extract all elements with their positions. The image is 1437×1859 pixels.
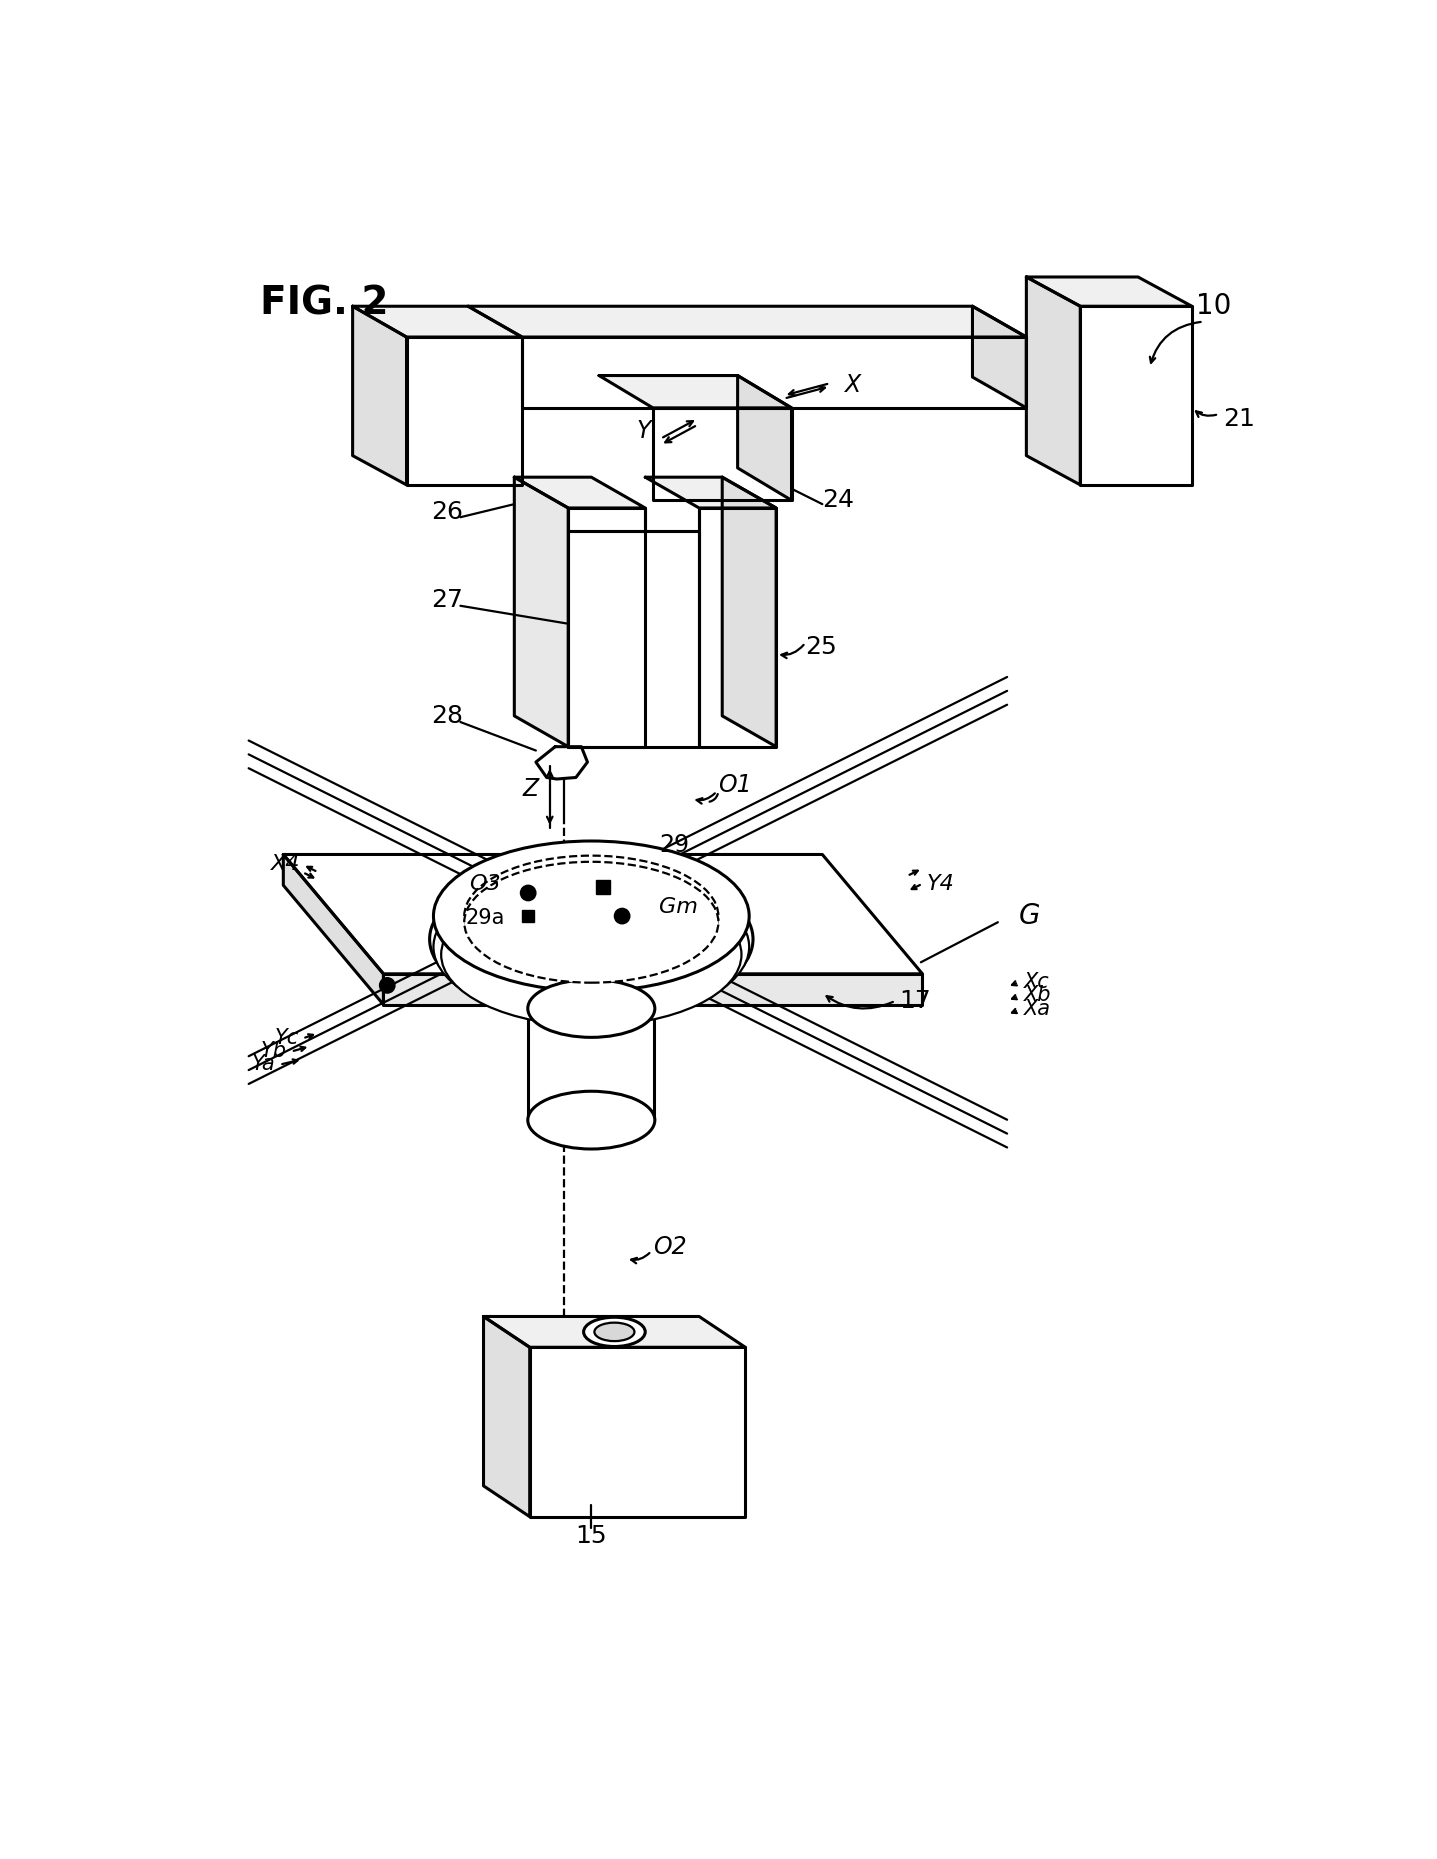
- Text: Xa: Xa: [1025, 1000, 1050, 1019]
- Ellipse shape: [430, 863, 753, 1017]
- Ellipse shape: [527, 1091, 655, 1149]
- Polygon shape: [352, 307, 407, 485]
- Polygon shape: [568, 508, 645, 747]
- Text: Xc: Xc: [1025, 972, 1050, 991]
- Polygon shape: [522, 909, 535, 922]
- Polygon shape: [1026, 277, 1191, 307]
- Text: Yc: Yc: [274, 1028, 299, 1048]
- Text: 10: 10: [1196, 292, 1232, 320]
- Polygon shape: [568, 532, 700, 747]
- Ellipse shape: [434, 840, 749, 991]
- Ellipse shape: [441, 883, 741, 1026]
- Text: Ya: Ya: [251, 1054, 276, 1075]
- Polygon shape: [283, 855, 384, 1004]
- Polygon shape: [973, 307, 1026, 407]
- Text: Z: Z: [523, 777, 539, 801]
- Text: Y4: Y4: [927, 874, 954, 894]
- Polygon shape: [530, 1348, 746, 1517]
- Polygon shape: [522, 336, 1026, 407]
- Polygon shape: [700, 508, 776, 747]
- Polygon shape: [384, 974, 923, 1004]
- Text: O3: O3: [468, 874, 500, 894]
- Circle shape: [520, 885, 536, 900]
- Polygon shape: [652, 407, 792, 500]
- Polygon shape: [723, 478, 776, 747]
- Ellipse shape: [595, 1322, 635, 1340]
- Text: 27: 27: [431, 589, 463, 612]
- Text: 28: 28: [431, 705, 463, 729]
- Polygon shape: [1081, 307, 1191, 485]
- Polygon shape: [514, 478, 645, 508]
- Polygon shape: [599, 376, 792, 407]
- Text: 17: 17: [900, 989, 931, 1013]
- Ellipse shape: [434, 872, 749, 1022]
- Polygon shape: [737, 376, 792, 500]
- Text: Gm: Gm: [660, 896, 698, 916]
- Text: 21: 21: [1223, 407, 1255, 431]
- Polygon shape: [468, 307, 1026, 336]
- Text: O1: O1: [718, 773, 752, 798]
- Text: Y: Y: [637, 418, 651, 442]
- Text: O2: O2: [652, 1234, 687, 1259]
- Ellipse shape: [583, 1318, 645, 1346]
- Ellipse shape: [527, 980, 655, 1037]
- Text: 15: 15: [575, 1524, 606, 1549]
- Polygon shape: [283, 855, 923, 974]
- Text: Xb: Xb: [1025, 985, 1052, 1006]
- Polygon shape: [536, 747, 588, 779]
- Text: 26: 26: [431, 500, 463, 524]
- Text: 25: 25: [805, 634, 838, 658]
- Polygon shape: [407, 336, 522, 485]
- Polygon shape: [645, 478, 776, 508]
- Polygon shape: [1026, 277, 1081, 485]
- Text: FIG. 2: FIG. 2: [260, 284, 389, 323]
- Polygon shape: [514, 478, 568, 747]
- Polygon shape: [483, 1316, 530, 1517]
- Text: X: X: [844, 374, 859, 396]
- Text: 29a: 29a: [466, 907, 504, 928]
- Polygon shape: [352, 307, 522, 336]
- Ellipse shape: [464, 863, 718, 983]
- Text: Yb: Yb: [262, 1041, 287, 1061]
- Polygon shape: [596, 879, 609, 894]
- Circle shape: [379, 978, 395, 993]
- Polygon shape: [483, 1316, 746, 1348]
- Text: G: G: [1019, 902, 1040, 930]
- Circle shape: [615, 909, 629, 924]
- Text: 24: 24: [822, 489, 855, 513]
- Ellipse shape: [464, 855, 718, 976]
- Text: 29: 29: [660, 833, 690, 857]
- Text: X4: X4: [272, 853, 300, 874]
